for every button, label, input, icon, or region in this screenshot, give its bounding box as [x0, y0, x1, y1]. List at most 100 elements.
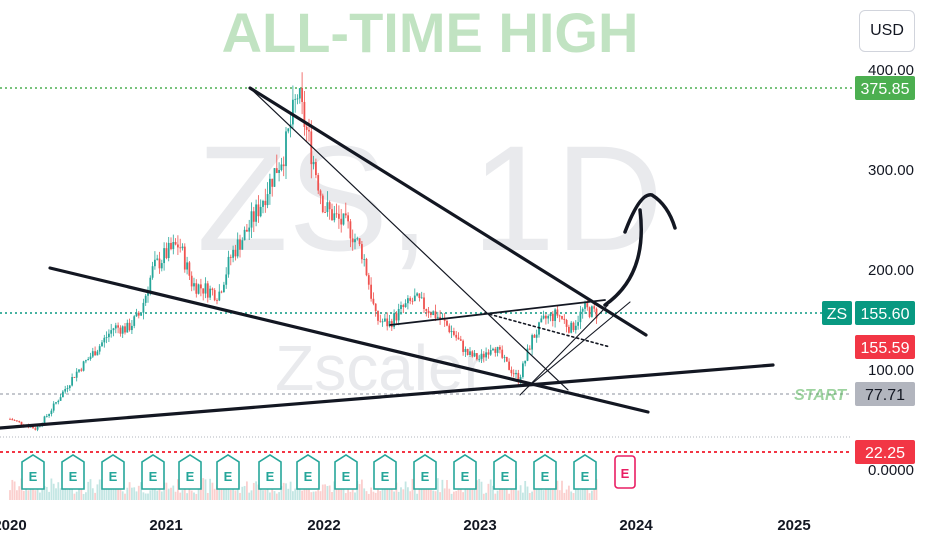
- volume-bar: [160, 491, 163, 500]
- volume-bar: [98, 479, 101, 500]
- candle-body: [554, 309, 556, 322]
- currency-button[interactable]: USD: [859, 10, 915, 52]
- volume-bar: [547, 483, 550, 500]
- candle-body: [542, 315, 545, 319]
- volume-bar: [533, 483, 536, 500]
- earnings-marker: [178, 454, 202, 490]
- x-tick-label: 2022: [307, 517, 340, 534]
- volume-bar: [462, 492, 464, 500]
- volume-bar: [586, 485, 589, 500]
- volume-bar: [450, 493, 453, 500]
- candle-body: [545, 315, 547, 319]
- volume-bar: [508, 493, 510, 500]
- candle-body: [469, 351, 471, 355]
- candle-body: [338, 213, 340, 219]
- volume-bar: [574, 485, 577, 500]
- volume-bar: [144, 493, 147, 500]
- candle-body: [508, 361, 510, 370]
- candle-body: [52, 403, 55, 411]
- candle-body: [386, 318, 389, 327]
- volume-bar: [540, 480, 543, 500]
- candle-body: [59, 397, 62, 401]
- volume-bar: [94, 492, 96, 500]
- candle-body: [409, 298, 412, 301]
- earnings-marker-label: E: [581, 469, 590, 484]
- candle-body: [510, 369, 513, 374]
- candle-body: [124, 326, 126, 333]
- x-tick-label: 2021: [149, 517, 182, 534]
- candle-body: [156, 258, 159, 260]
- candle-body: [294, 98, 297, 100]
- candle-body: [280, 164, 283, 171]
- candle-body: [36, 426, 39, 430]
- volume-bar: [9, 490, 11, 500]
- volume-bar: [225, 485, 228, 500]
- volume-bar: [105, 487, 108, 500]
- volume-bar: [82, 493, 85, 500]
- volume-bar: [206, 492, 209, 500]
- earnings-marker: [216, 454, 240, 490]
- candle-body: [579, 311, 582, 323]
- volume-bar: [87, 481, 90, 500]
- earnings-marker-label: E: [461, 469, 470, 484]
- volume-bar: [266, 482, 269, 500]
- candle-body: [361, 244, 363, 260]
- earnings-marker: [21, 454, 45, 490]
- volume-bar: [448, 488, 451, 500]
- symbol-ticker: ZS: [827, 306, 847, 323]
- candle-body: [308, 129, 310, 132]
- volume-bar: [55, 488, 57, 500]
- volume-bar: [593, 485, 596, 500]
- candle-body: [82, 361, 85, 371]
- candle-body: [363, 258, 366, 260]
- candle-body: [531, 335, 533, 350]
- candle-body: [66, 388, 69, 390]
- volume-bar: [338, 482, 340, 500]
- candle-body: [197, 284, 200, 294]
- candle-body: [186, 262, 188, 270]
- volume-bar: [172, 485, 175, 500]
- volume-bar: [404, 481, 407, 500]
- candle-body: [278, 170, 280, 173]
- projection-arrow-head: [623, 193, 677, 234]
- volume-bar: [126, 487, 129, 500]
- candle-body: [595, 308, 598, 319]
- volume-bar: [522, 492, 524, 500]
- candle-body: [453, 331, 455, 335]
- candle-body: [193, 283, 195, 287]
- candle-body: [331, 209, 333, 221]
- candle-body: [170, 242, 172, 250]
- volume-bar: [390, 488, 393, 500]
- volume-bar: [273, 491, 276, 500]
- candle-body: [402, 305, 405, 308]
- candle-body: [457, 337, 460, 340]
- candle-body: [540, 318, 543, 323]
- candle-body: [503, 356, 506, 358]
- candle-body: [517, 372, 520, 382]
- volume-bar: [252, 482, 255, 500]
- candle-body: [379, 320, 382, 322]
- volume-bar: [581, 486, 584, 500]
- candle-body: [133, 316, 136, 326]
- volume-bar: [480, 481, 483, 500]
- candle-body: [501, 349, 504, 358]
- volume-bar: [393, 491, 395, 500]
- candle-body: [464, 349, 467, 352]
- volume-bar: [425, 486, 428, 500]
- y-tick-label: 0.0000: [868, 462, 914, 479]
- volume-bar: [591, 490, 593, 500]
- candle-body: [218, 291, 221, 301]
- candle-body: [434, 311, 437, 318]
- volume-bar: [41, 483, 44, 500]
- candle-body: [577, 322, 579, 326]
- volume-bar: [535, 485, 538, 500]
- candle-body: [239, 239, 241, 250]
- candle-body: [220, 291, 223, 293]
- volume-bar: [303, 480, 306, 500]
- candle-body: [149, 277, 152, 293]
- volume-bar: [478, 479, 481, 500]
- candle-body: [432, 311, 435, 315]
- volume-bar: [264, 490, 267, 500]
